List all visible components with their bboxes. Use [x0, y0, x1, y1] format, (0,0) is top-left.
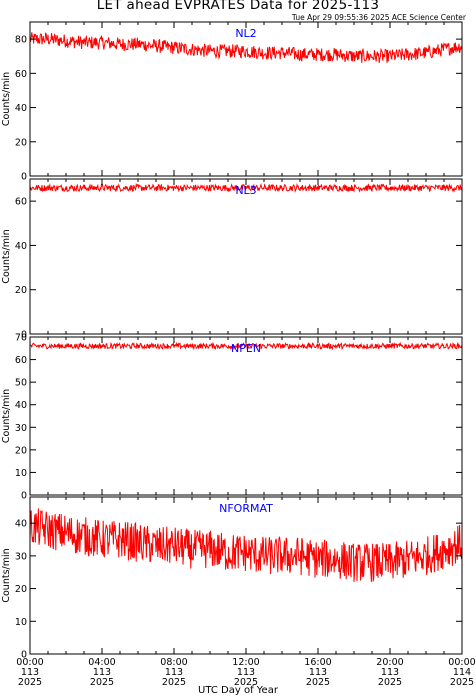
x-tick-label: 113 [93, 667, 111, 678]
y-tick-label: 20 [15, 137, 27, 148]
x-tick-label: 2025 [306, 677, 330, 688]
y-tick-label: 60 [15, 69, 27, 80]
plot-frame [29, 336, 463, 496]
x-tick-label: 12:00 [232, 657, 259, 668]
x-tick-label: 00:00 [16, 657, 43, 668]
panel-nl3: 0 20 40 60 Counts/min NL3 [1, 178, 463, 341]
x-tick-label: 2025 [450, 677, 474, 688]
y-axis-label: Counts/min [1, 389, 12, 443]
panel-label: NL3 [235, 184, 256, 197]
series-line-npen [29, 341, 463, 351]
chart-title: LET ahead EVPRATES Data for 2025-113 [96, 0, 380, 13]
plot-frame [29, 496, 463, 655]
y-axis-label: Counts/min [1, 229, 12, 283]
y-tick-label: 0 [21, 650, 27, 661]
y-tick-label: 50 [15, 378, 27, 389]
panel-nformat: 0 10 20 30 40 Counts/min NFORMAT [1, 496, 463, 661]
panel-label: NPEN [231, 342, 261, 355]
x-tick-label: 113 [165, 667, 183, 678]
x-tick-label: 04:00 [88, 657, 115, 668]
x-tick-label: 08:00 [160, 657, 187, 668]
x-tick-label: 00:00 [448, 657, 475, 668]
y-tick-label: 0 [21, 172, 27, 183]
series-line-nl2 [29, 32, 463, 63]
x-tick-label: 2025 [378, 677, 402, 688]
y-tick-label: 30 [15, 423, 27, 434]
series-line-nformat [29, 508, 463, 582]
y-tick-label: 20 [15, 285, 27, 296]
timestamp: Tue Apr 29 09:55:36 2025 ACE Science Cen… [291, 13, 466, 22]
y-tick-label: 10 [15, 468, 27, 479]
y-tick-label: 80 [15, 35, 27, 46]
panel-label: NL2 [235, 27, 256, 40]
y-tick-label: 10 [15, 617, 27, 628]
x-tick-label: 2025 [162, 677, 186, 688]
x-tick-label: 2025 [234, 677, 258, 688]
y-tick-label: 20 [15, 584, 27, 595]
y-axis-label: Counts/min [1, 72, 12, 126]
x-axis-label: UTC Day of Year [198, 685, 278, 696]
x-tick-label: 20:00 [376, 657, 403, 668]
y-tick-label: 40 [15, 519, 27, 530]
panel-npen: 0 10 20 30 40 50 60 70 Counts/min NPEN [1, 333, 463, 502]
x-tick-label: 16:00 [304, 657, 331, 668]
y-tick-label: 0 [21, 491, 27, 502]
y-tick-label: 30 [15, 551, 27, 562]
y-tick-label: 60 [15, 197, 27, 208]
y-tick-label: 60 [15, 355, 27, 366]
x-tick-label: 113 [309, 667, 327, 678]
y-tick-label: 40 [15, 241, 27, 252]
plot-frame [29, 178, 463, 335]
x-tick-label: 113 [21, 667, 39, 678]
x-tick-label: 113 [381, 667, 399, 678]
y-axis-label: Counts/min [1, 548, 12, 602]
y-tick-label: 40 [15, 400, 27, 411]
x-tick-label: 113 [237, 667, 255, 678]
panel-label: NFORMAT [219, 502, 273, 515]
y-tick-label: 20 [15, 445, 27, 456]
series-line-nl3 [29, 182, 463, 194]
x-tick-label: 114 [453, 667, 471, 678]
panel-nl2: 0 20 40 60 80 Counts/min NL2 [1, 21, 463, 183]
y-tick-label: 0 [21, 330, 27, 341]
y-tick-label: 70 [15, 333, 27, 344]
x-tick-label: 2025 [90, 677, 114, 688]
x-tick-label: 2025 [18, 677, 42, 688]
y-tick-label: 40 [15, 103, 27, 114]
